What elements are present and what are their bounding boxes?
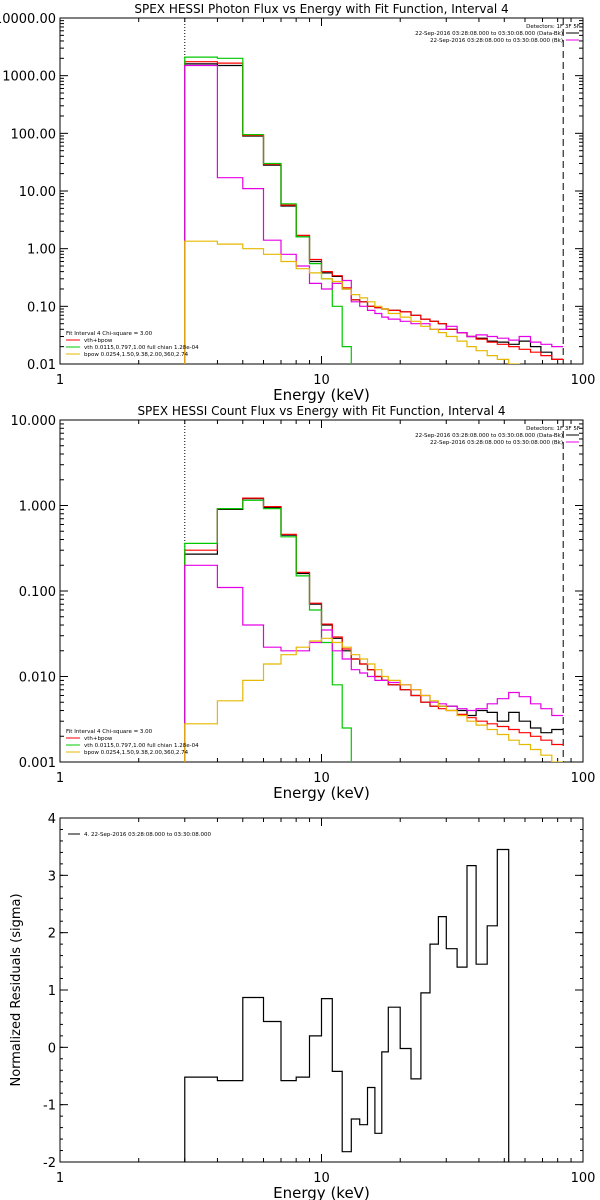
y-tick-label: 0.01 [27,358,56,373]
y-tick-label: -1 [43,1099,56,1114]
y-tick-label: 3 [48,869,56,884]
y-tick-label: 1 [48,984,56,999]
y-tick-label: 4 [48,812,56,827]
legend-entry: 22-Sep-2016 03:28:08.000 to 03:30:08.000… [415,433,563,439]
chart-title: SPEX HESSI Photon Flux vs Energy with Fi… [134,2,508,16]
chart-title: SPEX HESSI Count Flux vs Energy with Fit… [137,404,505,418]
legend-heading: Detectors: 1F 3F 5F [526,24,580,30]
x-tick-label: 10 [313,1171,330,1186]
series-line-0 [184,63,564,364]
y-tick-label: 0.10 [27,300,56,315]
legend-heading: Detectors: 1F 3F 5F [526,426,580,432]
y-tick-label: 0.001 [19,756,56,771]
series-line-0 [184,848,510,1162]
x-tick-label: 100 [571,771,596,786]
y-tick-label: -2 [43,1156,56,1171]
y-tick-label: 1000.00 [2,70,56,85]
y-tick-label: 10.00 [19,185,56,200]
fit-legend-entry: vth 0.0115,0.797,1.00 full chian 1.28e-0… [84,743,199,749]
series-line-2 [184,56,352,364]
x-tick-label: 1 [56,373,64,388]
y-tick-label: 0.100 [19,585,56,600]
series-line-0 [184,498,564,762]
fit-legend-entry: bpow 0.0254,1.50,9.38,2.00,360,2.74 [84,750,189,756]
y-tick-label: 0.010 [19,671,56,686]
y-tick-label: 2 [48,927,56,942]
x-tick-label: 100 [571,373,596,388]
x-tick-label: 10 [313,373,330,388]
series-line-1 [184,497,564,762]
y-axis-label: Normalized Residuals (sigma) [9,893,24,1086]
x-axis-label: Energy (keV) [273,1184,370,1200]
fit-legend-entry: bpow 0.0254,1.50,9.38,2.00,360,2.74 [84,352,189,358]
y-tick-label: 0 [48,1041,56,1056]
legend-entry: 22-Sep-2016 03:28:08.000 to 03:30:08.000… [415,31,563,37]
y-tick-label: 10000.00 [0,12,56,27]
x-axis-label: Energy (keV) [273,784,370,802]
fit-legend-entry: vth 0.0115,0.797,1.00 full chian 1.28e-0… [84,345,199,351]
legend-entry: 4. 22-Sep-2016 03:28:08.000 to 03:30:08.… [84,832,211,838]
series-line-4 [184,637,564,762]
y-tick-label: 10.000 [11,414,57,429]
x-tick-label: 1 [56,771,64,786]
x-tick-label: 10 [313,771,330,786]
axes-frame [59,419,584,763]
x-axis-label: Energy (keV) [273,386,370,404]
fit-legend-heading: Fit Interval 4 Chi-square = 3.00 [66,331,153,337]
x-tick-label: 100 [571,1171,596,1186]
series-line-2 [184,499,352,762]
axes-frame [59,817,584,1163]
x-tick-label: 1 [56,1171,64,1186]
legend-entry: 22-Sep-2016 03:28:08.000 to 03:30:08.000… [430,440,563,446]
y-tick-label: 100.00 [11,127,57,142]
y-tick-label: 1.00 [27,243,56,258]
fit-legend-entry: vth+bpow [84,338,113,344]
fit-legend-entry: vth+bpow [84,736,113,742]
fit-legend-heading: Fit Interval 4 Chi-square = 3.00 [66,729,153,735]
series-line-1 [184,61,564,364]
axes-frame [59,17,584,365]
series-line-4 [184,240,520,364]
legend-entry: 22-Sep-2016 03:28:08.000 to 03:30:08.000… [430,38,563,44]
series-line-3 [184,64,564,364]
y-tick-label: 1.000 [19,500,56,515]
